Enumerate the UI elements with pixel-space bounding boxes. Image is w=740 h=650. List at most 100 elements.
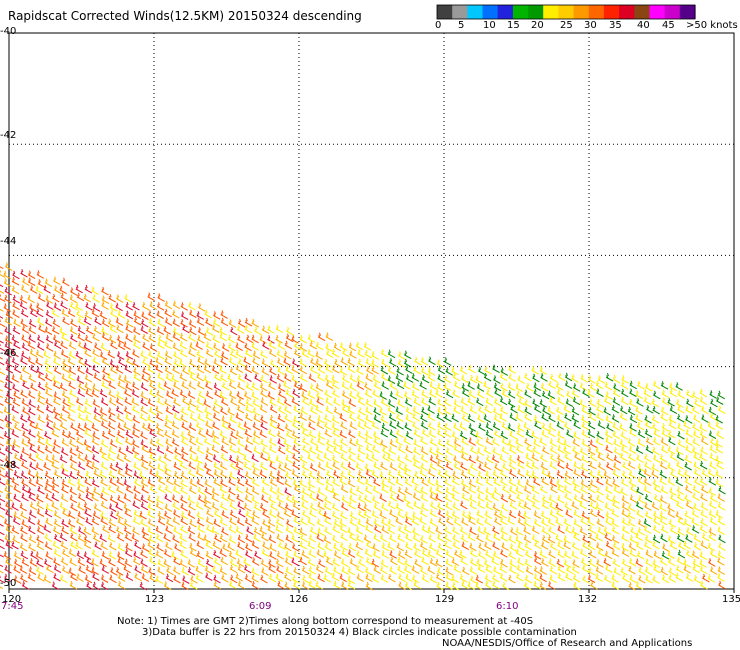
- wind-barb: [84, 348, 92, 358]
- wind-barb: [660, 557, 668, 566]
- wind-barb: [45, 503, 54, 512]
- wind-barb: [214, 398, 222, 408]
- wind-barb: [77, 484, 85, 494]
- wind-barb: [139, 470, 147, 480]
- wind-barb: [612, 397, 621, 406]
- wind-barb: [259, 335, 267, 344]
- wind-barb: [533, 382, 541, 391]
- wind-barb: [494, 388, 502, 398]
- wind-barb: [405, 533, 413, 542]
- wind-barb: [236, 517, 245, 527]
- wind-barb: [109, 439, 118, 448]
- wind-barb: [115, 567, 124, 576]
- wind-barb: [676, 399, 684, 408]
- wind-barb: [157, 510, 166, 520]
- wind-barb: [510, 404, 518, 414]
- wind-barb: [595, 533, 603, 542]
- wind-barb: [653, 550, 662, 560]
- wind-barb: [660, 485, 669, 495]
- wind-barb: [525, 494, 534, 503]
- wind-barb: [660, 381, 669, 390]
- wind-barb: [500, 516, 508, 526]
- wind-barb: [620, 567, 628, 576]
- wind-barb: [259, 502, 268, 512]
- wind-barb: [164, 429, 172, 439]
- wind-barb: [500, 533, 509, 542]
- wind-barb: [652, 446, 660, 456]
- wind-barb: [452, 534, 460, 543]
- wind-barb: [36, 558, 44, 568]
- wind-barb: [91, 461, 100, 470]
- wind-barb: [174, 543, 182, 552]
- wind-barb: [164, 468, 172, 477]
- wind-barb: [371, 453, 379, 462]
- wind-barb: [284, 581, 292, 591]
- wind-barb: [44, 278, 53, 287]
- wind-barb: [524, 372, 532, 382]
- wind-barb: [643, 468, 652, 478]
- wind-barb: [709, 390, 717, 399]
- wind-barb: [612, 541, 621, 551]
- wind-barb: [612, 422, 621, 431]
- y-tick-label: -42: [0, 130, 17, 141]
- wind-barb: [459, 573, 468, 583]
- wind-barb: [428, 396, 436, 406]
- wind-barb: [259, 429, 267, 439]
- wind-barb: [293, 415, 301, 424]
- wind-barb: [61, 429, 70, 439]
- wind-barb: [0, 332, 3, 335]
- wind-barb: [85, 517, 93, 526]
- wind-barb: [118, 357, 126, 367]
- wind-barb: [500, 549, 508, 558]
- wind-barb: [267, 518, 276, 527]
- wind-barb: [548, 422, 556, 431]
- wind-barb: [36, 430, 45, 440]
- wind-barb: [53, 518, 62, 528]
- wind-barb: [139, 510, 147, 520]
- wind-barb: [324, 374, 333, 383]
- wind-barb: [109, 303, 118, 312]
- wind-barb: [387, 477, 396, 486]
- wind-barb: [180, 470, 189, 480]
- wind-barb: [469, 405, 478, 415]
- wind-barb: [565, 398, 574, 408]
- wind-barb: [659, 476, 667, 486]
- time-label: 6:10: [496, 601, 519, 612]
- wind-barb: [556, 437, 565, 446]
- wind-barb: [108, 557, 116, 567]
- wind-barb: [653, 454, 661, 463]
- wind-barb: [348, 542, 356, 552]
- wind-barb: [542, 494, 550, 504]
- wind-barb: [685, 573, 694, 582]
- wind-barb: [563, 559, 572, 568]
- wind-barb: [507, 516, 515, 526]
- wind-barb: [501, 542, 509, 551]
- wind-barb: [291, 364, 299, 374]
- wind-barb: [381, 550, 390, 559]
- wind-barb: [470, 462, 478, 472]
- wind-barb: [676, 460, 684, 470]
- wind-barb: [133, 462, 141, 471]
- wind-barb: [429, 508, 438, 518]
- wind-barb: [157, 566, 165, 575]
- wind-barb: [36, 534, 44, 544]
- wind-barb: [629, 423, 637, 432]
- wind-barb: [100, 574, 109, 583]
- wind-barb: [132, 301, 140, 311]
- wind-barb: [430, 501, 438, 510]
- wind-barb: [262, 446, 270, 455]
- wind-barb: [12, 439, 21, 448]
- wind-barb: [635, 413, 643, 423]
- wind-barb: [445, 558, 453, 568]
- wind-barb: [269, 543, 277, 552]
- wind-barb: [212, 318, 221, 328]
- wind-barb: [612, 374, 621, 384]
- wind-barb: [563, 541, 571, 550]
- wind-barb: [76, 517, 84, 527]
- wind-barb: [340, 452, 348, 462]
- wind-barb: [661, 524, 669, 534]
- wind-barb: [630, 484, 638, 494]
- wind-barb: [92, 294, 100, 303]
- wind-barb: [237, 421, 246, 431]
- wind-barb: [107, 428, 116, 438]
